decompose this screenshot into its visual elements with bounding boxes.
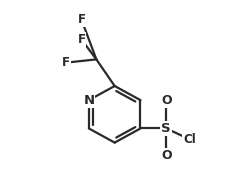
Text: O: O: [160, 94, 171, 108]
Text: F: F: [77, 33, 85, 46]
Text: O: O: [160, 149, 171, 162]
Text: N: N: [83, 94, 94, 107]
Text: S: S: [161, 122, 170, 135]
Text: Cl: Cl: [182, 133, 195, 146]
Text: F: F: [61, 56, 69, 69]
Text: F: F: [77, 13, 85, 26]
